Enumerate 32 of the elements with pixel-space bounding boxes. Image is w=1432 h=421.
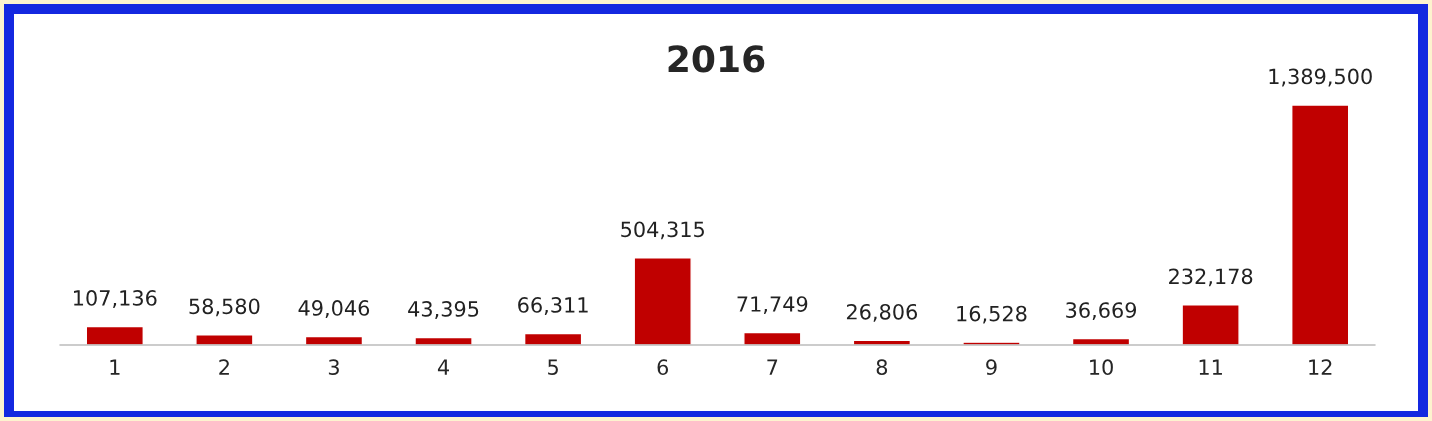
data-label: 71,749 xyxy=(737,296,808,315)
bar xyxy=(743,331,802,345)
data-label: 66,311 xyxy=(518,297,588,315)
x-tick-label: 1 xyxy=(110,359,120,375)
bar xyxy=(85,325,144,345)
x-tick-label: 12 xyxy=(1309,359,1332,375)
x-tick-label: 11 xyxy=(1199,359,1222,375)
x-tick-label: 5 xyxy=(548,359,558,376)
data-label: 232,178 xyxy=(1169,268,1253,287)
x-tick-label: 2 xyxy=(219,359,229,375)
data-label: 26,806 xyxy=(846,303,918,322)
bar xyxy=(523,332,583,345)
data-label: 1,389,500 xyxy=(1269,68,1372,87)
x-tick-label: 8 xyxy=(876,359,888,376)
x-tick-label: 3 xyxy=(328,359,339,376)
bar xyxy=(195,334,254,345)
data-label: 16,528 xyxy=(957,305,1027,324)
data-label: 58,580 xyxy=(189,298,260,317)
data-label: 504,315 xyxy=(621,221,704,240)
data-label: 49,046 xyxy=(298,300,370,318)
x-tick-label: 9 xyxy=(986,359,997,376)
bar xyxy=(1291,104,1350,345)
data-label: 107,136 xyxy=(74,290,157,308)
x-tick-label: 7 xyxy=(767,359,778,375)
bar xyxy=(1181,304,1240,345)
chart-title: 2016 xyxy=(668,45,765,73)
bar xyxy=(633,257,692,345)
data-label: 36,669 xyxy=(1066,302,1137,321)
x-tick-label: 6 xyxy=(657,359,669,376)
x-tick-label: 10 xyxy=(1090,359,1113,376)
data-label: 43,395 xyxy=(408,301,479,319)
x-tick-label: 4 xyxy=(437,359,449,375)
